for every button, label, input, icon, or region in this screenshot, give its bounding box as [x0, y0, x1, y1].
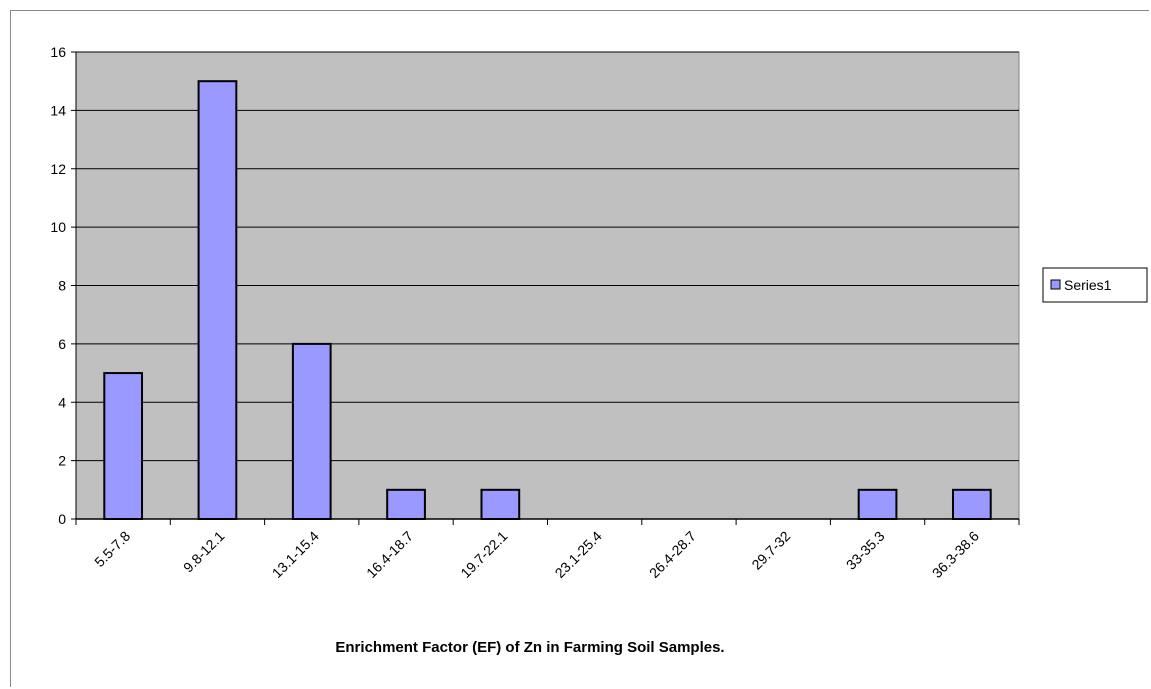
y-tick-label: 12 — [50, 161, 66, 177]
x-tick-label: 16.4-18.7 — [363, 528, 416, 581]
bar — [386, 488, 426, 520]
x-tick-label: 13.1-15.4 — [269, 528, 322, 581]
bar — [480, 488, 521, 520]
x-tick-label: 36.3-38.6 — [929, 528, 982, 581]
y-tick-label: 16 — [50, 44, 66, 60]
y-tick-label: 2 — [58, 453, 66, 469]
bar — [197, 80, 238, 520]
y-tick-label: 10 — [50, 219, 66, 235]
y-tick-label: 0 — [58, 511, 66, 527]
x-tick-label: 19.7-22.1 — [457, 528, 510, 581]
chart-frame — [10, 10, 1149, 687]
bars — [103, 80, 992, 520]
x-tick-label: 26.4-28.7 — [646, 528, 699, 581]
y-tick-labels: 0 2 4 6 8 10 12 14 16 — [50, 44, 66, 527]
y-tick-label: 8 — [58, 278, 66, 294]
y-tick-label: 6 — [58, 336, 66, 352]
x-tick-label: 23.1-25.4 — [552, 528, 605, 581]
legend: Series1 — [1042, 267, 1148, 303]
bar — [291, 342, 332, 520]
x-axis-title: Enrichment Factor (EF) of Zn in Farming … — [335, 639, 724, 656]
legend-swatch — [1050, 279, 1061, 290]
y-tick-label: 14 — [50, 102, 66, 118]
axes — [71, 51, 1020, 525]
y-tick-label: 4 — [58, 394, 66, 410]
legend-label: Series1 — [1064, 277, 1112, 293]
bar — [857, 488, 898, 520]
x-tick-label: 33-35.3 — [843, 528, 888, 573]
bar — [951, 488, 992, 520]
x-tick-label: 9.8-12.1 — [180, 528, 228, 576]
x-tick-label: 5.5-7.8 — [91, 528, 133, 570]
x-tick-labels: 5.5-7.8 9.8-12.1 13.1-15.4 16.4-18.7 19.7-22… — [91, 528, 982, 581]
x-tick-label: 29.7-32 — [748, 528, 793, 573]
bar — [103, 372, 144, 520]
